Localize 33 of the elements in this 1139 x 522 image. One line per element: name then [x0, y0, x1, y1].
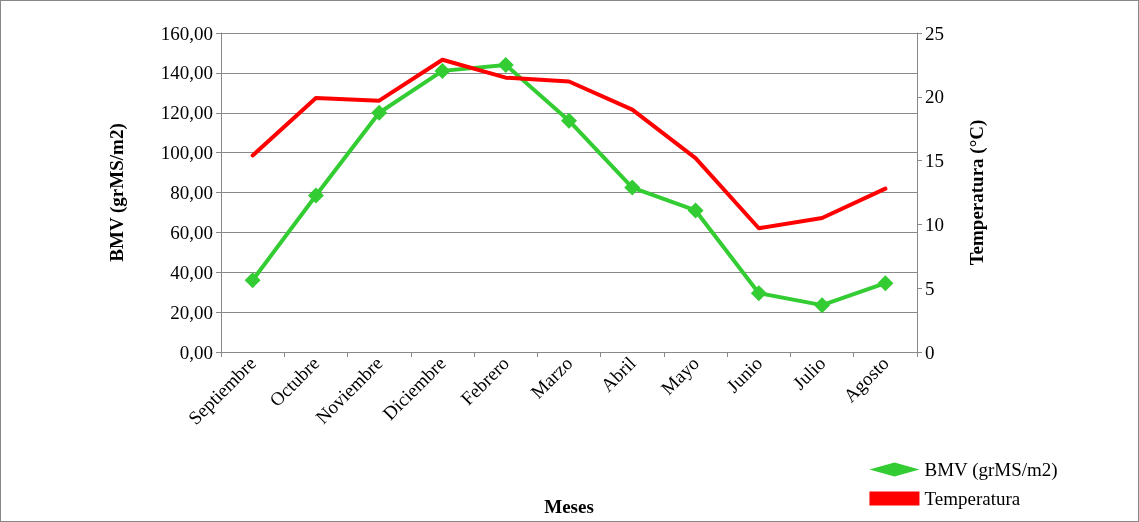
- point: [687, 202, 704, 219]
- point: [307, 187, 324, 204]
- point: [814, 297, 831, 314]
- point: [624, 179, 641, 196]
- point: [371, 104, 388, 121]
- point: [750, 285, 767, 302]
- y2-tick-label: 20: [925, 86, 944, 108]
- x-axis-title: Meses: [544, 496, 594, 517]
- y2-tick-label: 25: [925, 22, 944, 44]
- legend-label: Temperatura: [924, 488, 1021, 509]
- y2-tick-label: 0: [925, 341, 935, 363]
- x-tick-label: Julio: [788, 352, 830, 394]
- point: [877, 275, 894, 292]
- y-tick-label: 140,00: [160, 62, 213, 84]
- y-tick-label: 160,00: [160, 22, 213, 44]
- y-tick-label: 0,00: [179, 341, 213, 363]
- y2-axis-title: Temperatura (°C): [966, 119, 988, 266]
- point: [497, 56, 514, 73]
- y-tick-label: 40,00: [170, 261, 213, 283]
- line-series: [250, 57, 888, 231]
- y-tick-label: 60,00: [170, 221, 213, 243]
- point: [434, 62, 451, 79]
- y2-tick-label: 10: [925, 213, 944, 235]
- y-axis-title: BMV (grMS/m2): [106, 123, 128, 262]
- legend-label: BMV (grMS/m2): [924, 459, 1058, 481]
- y2-tick-label: 5: [925, 277, 935, 299]
- y-tick-label: 80,00: [170, 182, 213, 203]
- y2-tick-label: 15: [925, 150, 944, 172]
- point: [244, 272, 261, 289]
- y-tick-label: 20,00: [170, 301, 213, 323]
- y-tick-label: 100,00: [160, 142, 213, 164]
- point: [561, 112, 577, 129]
- y-tick-label: 120,00: [160, 102, 213, 124]
